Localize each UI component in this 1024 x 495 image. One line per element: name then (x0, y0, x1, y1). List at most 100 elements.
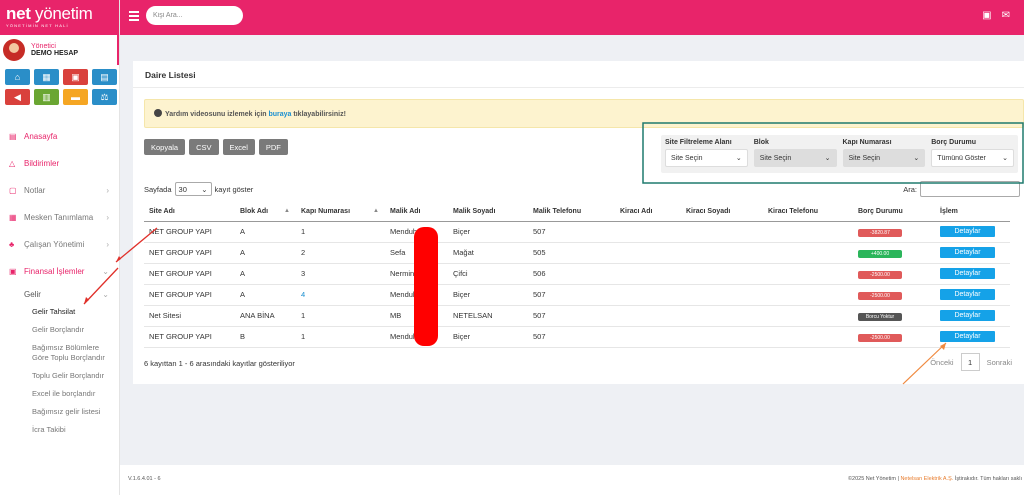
sidebar-item-excel-borc[interactable]: Excel ile borçlandır (32, 389, 96, 398)
calendar-icon: ▢ (9, 186, 17, 195)
sidebar-item-gelir-tahsilat[interactable]: Gelir Tahsilat (32, 307, 76, 316)
column-header[interactable]: Borç Durumu (853, 202, 935, 222)
cell-kapi: 1 (296, 221, 385, 243)
brand-logo[interactable]: net yönetim YÖNETİMİN NET HALİ (0, 0, 119, 35)
cell-site: NET GROUP YAPI (144, 284, 235, 306)
apartment-list-card: Daire Listesi Yardım videosunu izlemek i… (133, 61, 1024, 384)
help-video-link[interactable]: buraya (268, 111, 292, 118)
cell-tenant (681, 284, 763, 306)
block-filter-select[interactable]: Site Seçin ⌄ (753, 149, 837, 167)
block-filter-label: Blok (753, 139, 769, 146)
door-filter-select[interactable]: Site Seçin ⌄ (842, 149, 926, 167)
table-row[interactable]: NET GROUP YAPI A 2 Sefa Mağat 505 +400.00 Detay… (144, 242, 1010, 264)
select-value: Tümünü Göster (937, 154, 986, 162)
cell-tenant (615, 326, 681, 348)
column-header[interactable]: Kiracı Telefonu (763, 202, 853, 222)
sidebar-item-label: Bildirimler (24, 159, 60, 168)
table-row[interactable]: NET GROUP YAPI A 4 Menduh Biçer 507 -2500.00 De… (144, 284, 1010, 306)
sort-icon[interactable]: ▲ (373, 207, 379, 214)
sidebar-item-calisan[interactable]: ♣ Çalışan Yönetimi › (0, 231, 119, 258)
cell-debt: -2500.00 (853, 284, 935, 306)
details-button[interactable]: Detaylar (940, 310, 995, 321)
csv-button[interactable]: CSV (189, 139, 219, 155)
cell-tenant (615, 242, 681, 264)
column-header[interactable]: Malik Adı (385, 202, 448, 222)
column-header[interactable]: İşlem (935, 202, 1010, 222)
export-buttons: Kopyala CSV Excel PDF (144, 139, 288, 155)
table-row[interactable]: Net Sitesi ANA BİNA 1 MB NETELSAN 507 Borcu Yo… (144, 305, 1010, 327)
column-header[interactable]: Malik Soyadı (448, 202, 528, 222)
sidebar-item-icra[interactable]: İcra Takibi (32, 425, 66, 434)
cell-tel: 507 (528, 221, 615, 243)
chevron-down-icon: ⌄ (735, 155, 742, 162)
details-button[interactable]: Detaylar (940, 247, 995, 258)
user-panel[interactable]: Yönetici DEMO HESAP (0, 35, 119, 65)
column-header[interactable]: Kiracı Adı (615, 202, 681, 222)
copy-button[interactable]: Kopyala (144, 139, 186, 155)
page-1-button[interactable]: 1 (960, 353, 980, 371)
column-header-label: Malik Telefonu (533, 207, 582, 215)
megaphone-icon[interactable]: ◀ (5, 89, 30, 105)
table-row[interactable]: NET GROUP YAPI B 1 Menduh Biçer 507 -2500.00 De… (144, 326, 1010, 348)
company-link[interactable]: Netelsan Elektrik A.Ş. (900, 476, 954, 482)
chevron-right-icon: › (106, 213, 109, 222)
keyboard-icon[interactable]: ▦ (34, 69, 59, 85)
column-header[interactable]: Malik Telefonu (528, 202, 615, 222)
sidebar-item-notlar[interactable]: ▢ Notlar › (0, 177, 119, 204)
scale-icon[interactable]: ⚖ (92, 89, 117, 105)
prev-page-button[interactable]: Önceki (930, 357, 954, 367)
mail-icon[interactable]: ✉ (1001, 10, 1010, 21)
select-value: Site Seçin (759, 154, 792, 162)
sidebar-item-gelir-borclandir[interactable]: Gelir Borçlandır (32, 325, 85, 334)
column-header[interactable]: Kapı Numarası ▲ (296, 202, 385, 222)
table-search: Ara: (903, 181, 1020, 197)
cash-register-icon[interactable]: ▥ (34, 89, 59, 105)
column-header-label: Kiracı Soyadı (686, 207, 731, 215)
column-header[interactable]: Site Adı (144, 202, 235, 222)
sidebar-item-finansal[interactable]: ▣ Finansal İşlemler ⌄ (0, 258, 119, 285)
sidebar-item-bagimsiz-gelir[interactable]: Bağımsız gelir listesi (32, 407, 101, 416)
sort-icon[interactable]: ▲ (284, 207, 290, 214)
chevron-down-icon: ⌄ (824, 155, 831, 162)
column-header-label: Malik Soyadı (453, 207, 496, 215)
hamburger-icon[interactable] (129, 11, 139, 23)
cell-tenant (681, 326, 763, 348)
sidebar-item-toplu-gelir[interactable]: Toplu Gelir Borçlandır (32, 371, 105, 380)
page-length-select[interactable]: 30 ⌄ (174, 182, 212, 196)
brand-name-a: net (6, 4, 31, 23)
sidebar-item-mesken[interactable]: ▦ Mesken Tanımlama › (0, 204, 119, 231)
chat-icon[interactable]: ▬ (63, 89, 88, 105)
search-input[interactable] (146, 6, 243, 25)
table-search-input[interactable] (920, 181, 1020, 197)
column-header[interactable]: Kiracı Soyadı (681, 202, 763, 222)
cell-site: NET GROUP YAPI (144, 326, 235, 348)
table-row[interactable]: NET GROUP YAPI A 1 Menduh Biçer 507 -3820.87 De… (144, 221, 1010, 243)
details-button[interactable]: Detaylar (940, 226, 995, 237)
sidebar-menu: ▤ Anasayfa △ Bildirimler ▢ Notlar › ▦ Mesken … (0, 123, 119, 435)
sidebar-item-bagimsiz-toplu[interactable]: Bağımsız Bölümlere Göre Toplu Borçlandır (32, 343, 105, 362)
details-button[interactable]: Detaylar (940, 289, 995, 300)
pdf-button[interactable]: PDF (258, 139, 288, 155)
column-header[interactable]: Blok Adı ▲ (235, 202, 296, 222)
cell-tenant (615, 221, 681, 243)
details-button[interactable]: Detaylar (940, 331, 995, 342)
sidebar-item-label: Notlar (24, 186, 46, 195)
contacts-icon[interactable]: ▤ (92, 69, 117, 85)
money-icon[interactable]: ▣ (63, 69, 88, 85)
details-button[interactable]: Detaylar (940, 268, 995, 279)
table-row[interactable]: NET GROUP YAPI A 3 Nermin Çifci 506 -2500.00 De… (144, 263, 1010, 285)
site-filter-select[interactable]: Site Seçin ⌄ (665, 149, 748, 167)
sidebar-item-label: Anasayfa (24, 132, 58, 141)
money-icon[interactable]: ▣ (982, 10, 992, 21)
alert-text-end: tıklayabilirsiniz! (291, 111, 346, 118)
debt-filter-select[interactable]: Tümünü Göster ⌄ (931, 149, 1014, 167)
cell-kapi: 1 (296, 326, 385, 348)
cell-tenant (681, 242, 763, 264)
copyright-a: ©2025 Net Yönetim | (847, 476, 901, 482)
sidebar-item-bildirimler[interactable]: △ Bildirimler (0, 150, 119, 177)
sidebar-item-gelir[interactable]: Gelir ⌄ (0, 285, 119, 303)
home-icon[interactable]: ⌂ (5, 69, 30, 85)
next-page-button[interactable]: Sonraki (986, 357, 1012, 367)
excel-button[interactable]: Excel (222, 139, 255, 155)
sidebar-item-anasayfa[interactable]: ▤ Anasayfa (0, 123, 119, 150)
